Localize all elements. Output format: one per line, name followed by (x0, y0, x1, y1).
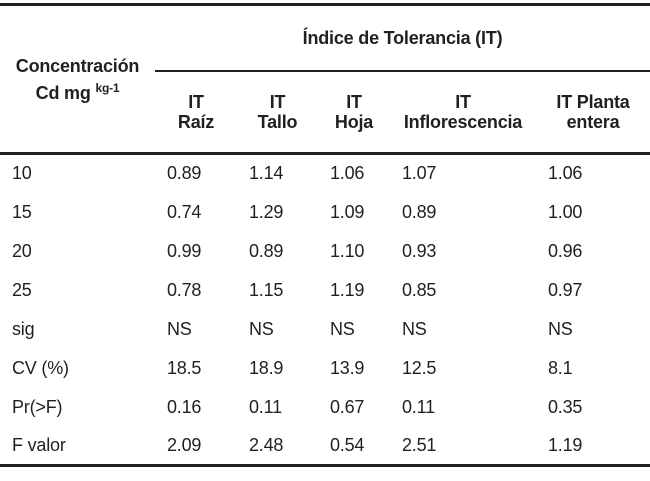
column-header-line: entera (566, 112, 620, 132)
value-cell: 1.09 (330, 201, 365, 222)
value-cell: 0.93 (402, 240, 437, 261)
value-cell: 1.19 (330, 279, 365, 300)
value-cell: 0.35 (548, 396, 583, 417)
group-header: Índice de Tolerancia (IT) (155, 4, 650, 72)
value-cell: 0.99 (167, 240, 202, 261)
value-cell: 18.9 (249, 357, 284, 378)
value-cell: 2.09 (167, 434, 202, 455)
value-cell: 0.89 (402, 201, 437, 222)
row-label-cell: 20 (12, 240, 32, 261)
row-label-cell: 15 (12, 201, 32, 222)
value-cell: NS (167, 318, 192, 339)
value-cell: NS (249, 318, 274, 339)
row-label-cell: 25 (12, 279, 32, 300)
value-cell: 1.06 (548, 163, 583, 184)
value-cell: 0.96 (548, 240, 583, 261)
row-header-line2: Cd mg kg-1 (0, 77, 155, 104)
table-row: Pr(>F) 0.16 0.11 0.67 0.11 0.35 (0, 388, 650, 427)
value-cell: 1.10 (330, 240, 365, 261)
tolerance-index-table: Concentración Cd mg kg-1 Índice de Toler… (0, 3, 650, 467)
value-cell: 1.06 (330, 163, 365, 184)
column-header-line: IT (188, 92, 204, 112)
row-label-cell: F valor (12, 434, 66, 455)
value-cell: 0.11 (249, 396, 282, 417)
row-header-line1: Concentración (15, 55, 140, 76)
value-cell: 0.97 (548, 279, 583, 300)
column-header-line: Raíz (177, 112, 215, 132)
value-cell: 0.74 (167, 201, 202, 222)
column-header-line: Hoja (334, 112, 374, 132)
value-cell: 1.29 (249, 201, 284, 222)
column-header-line: IT Planta (556, 92, 630, 112)
row-label-cell: CV (%) (12, 357, 69, 378)
column-header-line: Tallo (257, 112, 298, 132)
table-row: 10 0.89 1.14 1.06 1.07 1.06 (0, 154, 650, 193)
value-cell: 13.9 (330, 357, 365, 378)
value-cell: 1.07 (402, 163, 437, 184)
table-row: 15 0.74 1.29 1.09 0.89 1.00 (0, 193, 650, 232)
table-row: 20 0.99 0.89 1.10 0.93 0.96 (0, 232, 650, 271)
value-cell: 0.89 (167, 163, 202, 184)
table-row: 25 0.78 1.15 1.19 0.85 0.97 (0, 271, 650, 310)
value-cell: 1.15 (249, 279, 284, 300)
value-cell: NS (402, 318, 427, 339)
value-cell: 0.54 (330, 434, 365, 455)
value-cell: 0.16 (167, 396, 202, 417)
table-row: sig NS NS NS NS NS (0, 310, 650, 349)
column-header-it-inflorescencia: IT Inflorescencia (390, 71, 536, 155)
group-header-row: Concentración Cd mg kg-1 Índice de Toler… (0, 4, 650, 155)
row-label-cell: 10 (12, 163, 32, 184)
value-cell: 1.14 (249, 163, 284, 184)
value-cell: 2.51 (402, 434, 437, 455)
value-cell: 12.5 (402, 357, 437, 378)
column-header-line: IT (269, 92, 286, 112)
table-row: CV (%) 18.5 18.9 13.9 12.5 8.1 (0, 349, 650, 388)
value-cell: 8.1 (548, 357, 573, 378)
column-header-line: Inflorescencia (403, 112, 523, 132)
table-row: F valor 2.09 2.48 0.54 2.51 1.19 (0, 427, 650, 466)
value-cell: 1.00 (548, 201, 583, 222)
column-header-it-planta-entera: IT Planta entera (536, 71, 650, 155)
row-label-cell: Pr(>F) (12, 396, 63, 417)
value-cell: 18.5 (167, 357, 202, 378)
value-cell: NS (330, 318, 355, 339)
row-header-superscript: kg-1 (95, 80, 120, 95)
value-cell: 0.11 (402, 396, 435, 417)
value-cell: NS (548, 318, 573, 339)
row-header-cell: Concentración Cd mg kg-1 (0, 4, 155, 155)
value-cell: 0.85 (402, 279, 437, 300)
column-header-line: IT (346, 92, 362, 112)
row-header-unit: Cd mg (35, 82, 91, 103)
column-header-it-tallo: IT Tallo (237, 71, 318, 155)
value-cell: 2.48 (249, 434, 284, 455)
value-cell: 0.78 (167, 279, 202, 300)
row-label-cell: sig (12, 318, 35, 339)
value-cell: 0.67 (330, 396, 365, 417)
column-header-it-raiz: IT Raíz (155, 71, 237, 155)
value-cell: 0.89 (249, 240, 284, 261)
value-cell: 1.19 (548, 434, 583, 455)
column-header-row: IT Raíz IT Tallo IT Hoja IT Inflorescenc… (0, 71, 650, 155)
column-header-line: IT (455, 92, 471, 112)
column-header-it-hoja: IT Hoja (318, 71, 390, 155)
